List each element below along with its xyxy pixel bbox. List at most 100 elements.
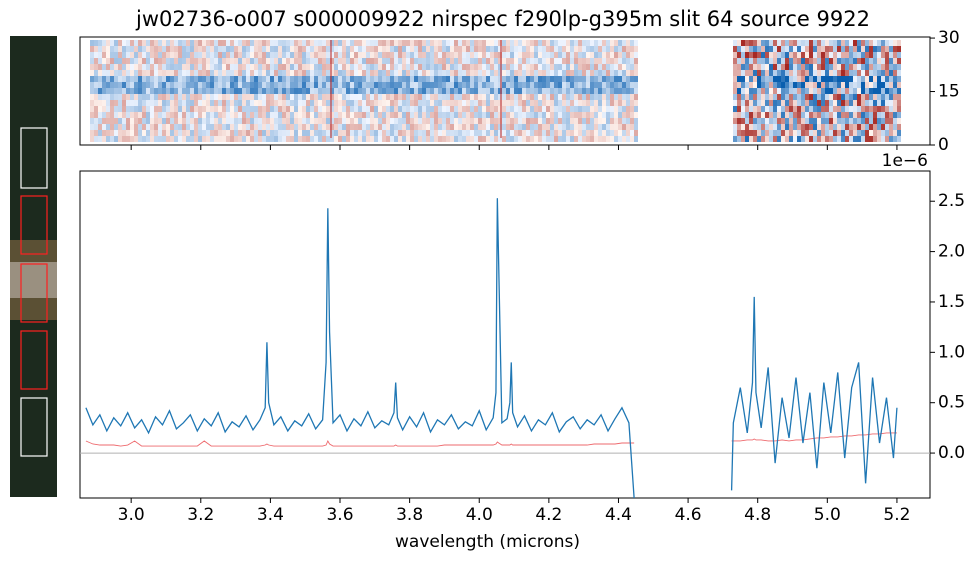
pixel xyxy=(226,94,230,100)
pixel xyxy=(362,46,366,52)
pixel xyxy=(90,88,94,94)
pixel xyxy=(514,100,518,106)
pixel xyxy=(534,46,538,52)
pixel xyxy=(258,112,262,118)
pixel xyxy=(813,100,817,106)
pixel xyxy=(622,52,626,58)
pixel xyxy=(785,76,789,82)
pixel xyxy=(622,106,626,112)
pixel xyxy=(494,46,498,52)
pixel xyxy=(809,64,813,70)
pixel xyxy=(274,118,278,124)
pixel xyxy=(610,106,614,112)
pixel xyxy=(174,88,178,94)
pixel xyxy=(306,106,310,112)
pixel xyxy=(122,94,126,100)
pixel xyxy=(162,130,166,136)
pixel xyxy=(238,118,242,124)
pixel xyxy=(210,130,214,136)
pixel xyxy=(354,40,358,46)
x-tick-label: 3.2 xyxy=(187,505,214,525)
pixel xyxy=(518,112,522,118)
pixel xyxy=(598,70,602,76)
pixel xyxy=(154,100,158,106)
pixel xyxy=(506,124,510,130)
pixel xyxy=(761,100,765,106)
pixel xyxy=(586,94,590,100)
pixel xyxy=(737,118,741,124)
pixel xyxy=(186,46,190,52)
pixel xyxy=(510,106,514,112)
pixel xyxy=(538,52,542,58)
pixel xyxy=(418,46,422,52)
pixel xyxy=(358,130,362,136)
pixel xyxy=(590,112,594,118)
pixel xyxy=(386,94,390,100)
pixel xyxy=(458,40,462,46)
pixel xyxy=(466,112,470,118)
pixel xyxy=(98,64,102,70)
pixel xyxy=(474,40,478,46)
pixel xyxy=(310,76,314,82)
pixel xyxy=(318,94,322,100)
pixel xyxy=(394,106,398,112)
pixel xyxy=(526,46,530,52)
pixel xyxy=(202,100,206,106)
pixel xyxy=(210,136,214,142)
pixel xyxy=(402,106,406,112)
pixel xyxy=(829,52,833,58)
pixel xyxy=(749,130,753,136)
pixel xyxy=(606,130,610,136)
pixel xyxy=(110,70,114,76)
pixel xyxy=(294,40,298,46)
pixel xyxy=(354,64,358,70)
pixel xyxy=(773,88,777,94)
pixel xyxy=(566,106,570,112)
pixel xyxy=(262,46,266,52)
pixel xyxy=(206,130,210,136)
pixel xyxy=(582,76,586,82)
pixel xyxy=(805,40,809,46)
pixel xyxy=(789,136,793,142)
pixel xyxy=(881,46,885,52)
pixel xyxy=(270,130,274,136)
pixel xyxy=(877,136,881,142)
pixel xyxy=(538,64,542,70)
pixel xyxy=(458,70,462,76)
pixel xyxy=(134,112,138,118)
pixel xyxy=(558,46,562,52)
pixel xyxy=(162,82,166,88)
pixel xyxy=(602,40,606,46)
pixel xyxy=(829,76,833,82)
pixel xyxy=(218,100,222,106)
pixel xyxy=(478,70,482,76)
pixel xyxy=(805,112,809,118)
pixel xyxy=(302,52,306,58)
pixel xyxy=(773,82,777,88)
pixel xyxy=(458,46,462,52)
pixel xyxy=(146,94,150,100)
pixel xyxy=(186,118,190,124)
pixel xyxy=(781,112,785,118)
pixel xyxy=(186,52,190,58)
pixel xyxy=(570,130,574,136)
pixel xyxy=(558,70,562,76)
pixel xyxy=(598,76,602,82)
pixel xyxy=(602,136,606,142)
pixel xyxy=(214,58,218,64)
pixel xyxy=(861,82,865,88)
pixel xyxy=(246,124,250,130)
pixel xyxy=(526,106,530,112)
pixel xyxy=(94,76,98,82)
pixel xyxy=(761,46,765,52)
pixel xyxy=(809,58,813,64)
pixel xyxy=(542,64,546,70)
pixel xyxy=(342,118,346,124)
pixel xyxy=(114,88,118,94)
pixel xyxy=(130,82,134,88)
pixel xyxy=(374,136,378,142)
pixel xyxy=(282,94,286,100)
pixel xyxy=(825,100,829,106)
pixel xyxy=(490,106,494,112)
pixel xyxy=(306,70,310,76)
